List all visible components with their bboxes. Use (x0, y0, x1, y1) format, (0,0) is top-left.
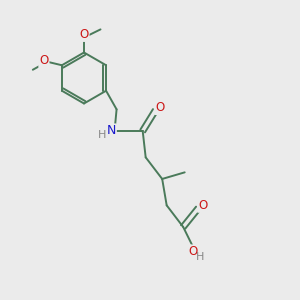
Text: H: H (98, 130, 106, 140)
Text: O: O (80, 28, 88, 41)
Text: O: O (155, 101, 164, 114)
Text: H: H (196, 252, 205, 262)
Text: O: O (188, 245, 197, 258)
Text: N: N (106, 124, 116, 137)
Text: O: O (39, 54, 49, 67)
Text: O: O (198, 199, 207, 212)
